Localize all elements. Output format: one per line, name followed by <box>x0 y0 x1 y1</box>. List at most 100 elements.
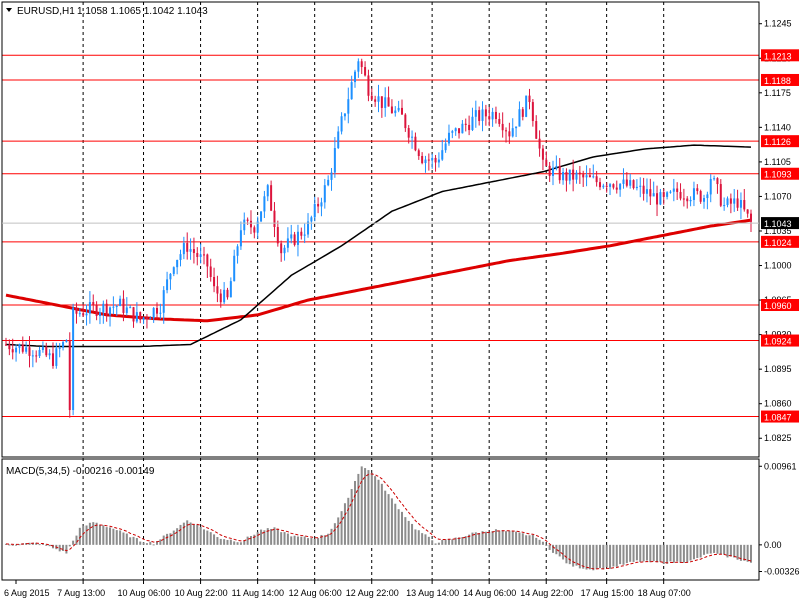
macd-bar <box>645 544 648 561</box>
macd-label: MACD(5,34,5) -0.00216 -0.00149 <box>6 466 155 477</box>
macd-bar <box>417 530 420 545</box>
macd-bar <box>746 544 749 562</box>
candle-body <box>176 259 179 268</box>
candle-body <box>414 136 417 151</box>
macd-bar <box>95 522 98 545</box>
macd-bar <box>434 543 437 545</box>
candle-body <box>347 99 350 114</box>
macd-bar <box>669 544 672 562</box>
candle-body <box>296 231 299 245</box>
candle-body <box>605 185 608 187</box>
candle-body <box>219 293 222 303</box>
candle-body <box>397 107 400 111</box>
macd-bar <box>635 544 638 561</box>
macd-bar <box>749 544 753 563</box>
macd-bar <box>350 489 353 545</box>
candle-body <box>635 186 638 189</box>
macd-bar <box>159 539 162 545</box>
candle-body <box>451 131 454 133</box>
candle-body <box>260 211 263 222</box>
candle-body <box>515 126 518 129</box>
candle-body <box>736 198 739 208</box>
candle-body <box>427 159 430 161</box>
candle-body <box>263 196 266 212</box>
price-tick-label: 1.1245 <box>764 19 792 29</box>
macd-bar <box>642 544 645 562</box>
candle-body <box>394 110 397 114</box>
candle-body <box>538 138 541 149</box>
macd-bar <box>726 544 729 558</box>
candle-body <box>417 150 420 157</box>
macd-bar <box>394 503 397 545</box>
candle-body <box>132 307 135 322</box>
macd-bar <box>166 533 169 545</box>
candle-body <box>135 312 138 322</box>
macd-bar <box>619 544 622 565</box>
macd-bar <box>565 544 568 564</box>
macd-histogram <box>4 466 753 571</box>
candle-body <box>293 234 296 245</box>
candle-body <box>337 131 340 149</box>
macd-bar <box>491 531 494 545</box>
macd-bar <box>38 544 41 546</box>
candle-body <box>491 111 494 120</box>
candle-body <box>652 193 655 197</box>
candle-body <box>380 96 383 108</box>
macd-bar <box>115 530 118 545</box>
candle-body <box>676 188 679 192</box>
macd-bar <box>468 534 471 545</box>
candlestick-series <box>4 58 753 418</box>
time-tick-label: 10 Aug 22:00 <box>175 588 228 598</box>
candle-body <box>179 254 182 260</box>
candle-body <box>444 143 447 151</box>
macd-bar <box>629 544 632 562</box>
candle-body <box>310 217 313 222</box>
macd-bar <box>310 537 313 545</box>
price-tick-label: 1.1140 <box>764 122 791 132</box>
macd-bar <box>15 544 18 546</box>
candle-body <box>169 273 172 280</box>
candle-body <box>186 243 189 252</box>
macd-bar <box>129 537 132 545</box>
macd-bar <box>421 533 424 545</box>
candle-body <box>709 178 712 195</box>
macd-bar <box>414 529 417 545</box>
macd-bar <box>8 544 11 546</box>
macd-bar <box>303 536 306 545</box>
candle-body <box>468 124 471 131</box>
candle-body <box>192 249 195 254</box>
macd-bar <box>68 544 71 547</box>
macd-bar <box>209 532 212 545</box>
dropdown-triangle-icon[interactable] <box>6 8 12 12</box>
macd-bar <box>501 530 504 545</box>
macd-bar <box>62 544 65 551</box>
candle-body <box>65 340 68 343</box>
candle-body <box>521 109 524 117</box>
macd-bar <box>226 539 229 545</box>
candle-body <box>300 231 303 236</box>
macd-bar <box>11 544 14 546</box>
macd-bar <box>260 529 263 545</box>
candle-body <box>213 276 216 287</box>
candle-body <box>85 313 88 316</box>
candle-body <box>602 185 605 188</box>
symbol-label: EURUSD,H1 <box>17 6 75 17</box>
macd-bar <box>656 544 659 563</box>
time-tick-label: 14 Aug 06:00 <box>463 588 516 598</box>
time-tick-label: 14 Aug 22:00 <box>520 588 573 598</box>
last-price-label: 1.1043 <box>764 219 792 229</box>
candle-body <box>357 61 360 72</box>
macd-bar <box>551 544 555 553</box>
candle-body <box>511 128 514 137</box>
candle-body <box>199 254 202 257</box>
macd-bar <box>454 537 457 545</box>
macd-bar <box>558 544 561 557</box>
moving-averages <box>5 144 752 348</box>
candle-body <box>78 313 81 315</box>
macd-bar <box>390 498 393 545</box>
candle-body <box>598 182 601 188</box>
macd-bar <box>424 534 427 545</box>
candle-body <box>615 187 618 190</box>
level-label-background <box>761 49 799 62</box>
